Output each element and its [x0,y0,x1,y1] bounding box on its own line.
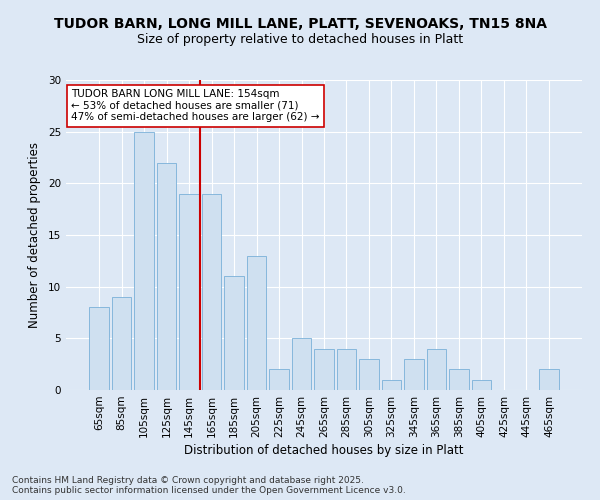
X-axis label: Distribution of detached houses by size in Platt: Distribution of detached houses by size … [184,444,464,457]
Bar [404,359,424,390]
Bar [112,297,131,390]
Bar [134,132,154,390]
Text: Size of property relative to detached houses in Platt: Size of property relative to detached ho… [137,32,463,46]
Bar [337,348,356,390]
Text: TUDOR BARN LONG MILL LANE: 154sqm
← 53% of detached houses are smaller (71)
47% : TUDOR BARN LONG MILL LANE: 154sqm ← 53% … [71,90,320,122]
Bar [359,359,379,390]
Bar [179,194,199,390]
Bar [314,348,334,390]
Bar [89,308,109,390]
Bar [539,370,559,390]
Bar [292,338,311,390]
Bar [247,256,266,390]
Y-axis label: Number of detached properties: Number of detached properties [28,142,41,328]
Bar [224,276,244,390]
Bar [449,370,469,390]
Bar [472,380,491,390]
Bar [382,380,401,390]
Text: Contains HM Land Registry data © Crown copyright and database right 2025.
Contai: Contains HM Land Registry data © Crown c… [12,476,406,495]
Bar [157,162,176,390]
Bar [202,194,221,390]
Bar [269,370,289,390]
Bar [427,348,446,390]
Text: TUDOR BARN, LONG MILL LANE, PLATT, SEVENOAKS, TN15 8NA: TUDOR BARN, LONG MILL LANE, PLATT, SEVEN… [53,18,547,32]
